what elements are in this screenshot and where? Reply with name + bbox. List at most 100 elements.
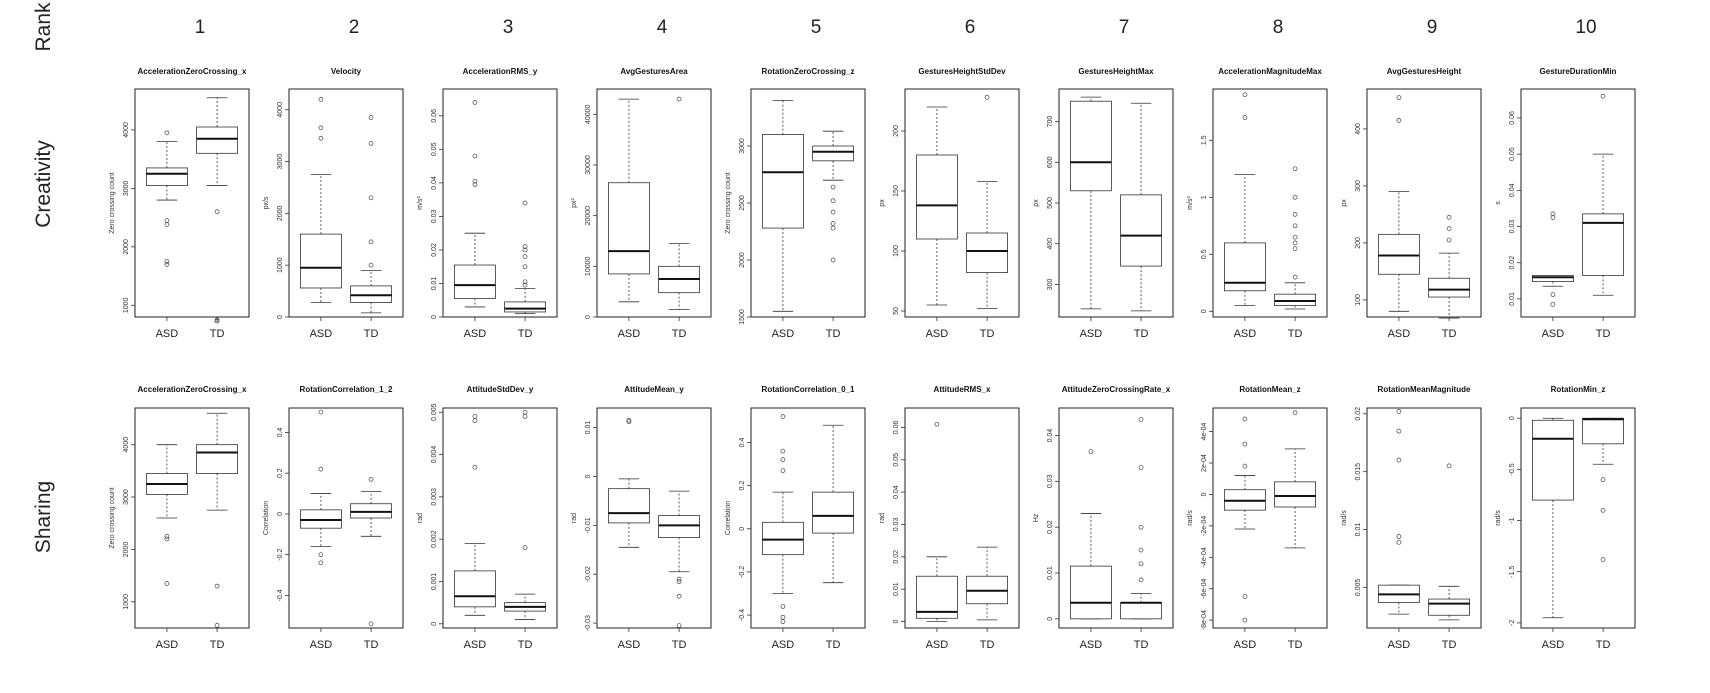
- outlier-point: [1600, 557, 1606, 562]
- outlier-point: [214, 623, 220, 628]
- outlier-point: [1292, 212, 1298, 217]
- box-asd: ASD: [1070, 96, 1112, 340]
- outlier-point: [522, 247, 528, 253]
- y-tick-label: -0.4: [277, 589, 284, 601]
- box-asd: ASD: [762, 100, 804, 340]
- panel-creativity-1: AccelerationZeroCrossing_x 1000 2000 3000 40…: [109, 67, 250, 340]
- y-tick-label: 0.05: [893, 453, 900, 467]
- x-category-label: TD: [210, 639, 225, 651]
- outlier-point: [472, 153, 478, 159]
- plot-frame: [1212, 407, 1328, 629]
- box-asd: ASD: [916, 106, 958, 340]
- panel-creativity-8: AccelerationMagnitudeMax 0 0.5 1 1.5 m/s² ASD T…: [1187, 67, 1328, 340]
- y-tick-label: -0.5: [1509, 463, 1516, 475]
- outlier-point: [318, 466, 324, 472]
- y-tick-label: 0: [431, 315, 438, 319]
- iqr-box: [1582, 213, 1625, 276]
- outlier-point: [318, 125, 324, 131]
- y-axis-label: Correlation: [263, 501, 270, 535]
- outlier-point: [164, 130, 170, 136]
- panel-creativity-6: GesturesHeightStdDev 50 100 150 200 px ASD TD: [879, 67, 1020, 340]
- y-tick-label: 10000: [585, 256, 592, 276]
- outlier-point: [318, 135, 324, 141]
- rank-header: Rank: [32, 2, 55, 52]
- y-tick-label: 0.02: [1355, 407, 1362, 421]
- y-tick-label: 0: [1047, 617, 1054, 621]
- rank-number-5: 5: [811, 17, 822, 38]
- iqr-box: [608, 182, 650, 275]
- x-category-label: ASD: [464, 328, 487, 340]
- y-tick-label: 3000: [739, 138, 746, 154]
- plot-frame: [442, 407, 558, 629]
- y-axis-label: rad/s: [1495, 510, 1502, 526]
- iqr-box: [350, 503, 392, 519]
- panel-creativity-7: GesturesHeightMax 300 400 500 600 700 px ASD TD: [1033, 67, 1174, 340]
- outlier-point: [830, 225, 836, 231]
- panel-title: AvgGesturesHeight: [1387, 67, 1462, 76]
- y-tick-label: 0.02: [893, 550, 900, 564]
- outlier-point: [522, 414, 528, 419]
- panel-title: AvgGesturesArea: [620, 67, 688, 76]
- panel-title: GesturesHeightStdDev: [918, 67, 1006, 76]
- y-tick-label: -2e-04: [1201, 516, 1208, 536]
- iqr-box: [1428, 277, 1471, 298]
- iqr-box: [1532, 274, 1574, 282]
- x-category-label: TD: [1288, 328, 1303, 340]
- x-category-label: ASD: [926, 328, 949, 340]
- y-tick-label: 30000: [585, 155, 592, 175]
- outlier-point: [1396, 539, 1402, 545]
- y-tick-label: 2e-04: [1201, 454, 1208, 472]
- box-td: TD: [196, 97, 238, 340]
- y-tick-label: 200: [1355, 237, 1362, 249]
- panel-title: Velocity: [331, 67, 362, 76]
- y-tick-label: 600: [1047, 156, 1054, 168]
- y-tick-label: -0.4: [739, 609, 746, 621]
- y-tick-label: 400: [1355, 123, 1362, 135]
- plot-frame: [1058, 407, 1174, 629]
- outlier-point: [676, 593, 682, 599]
- outlier-point: [780, 414, 786, 419]
- outlier-point: [934, 421, 940, 427]
- y-tick-label: 0.02: [1509, 256, 1516, 270]
- box-asd: ASD: [608, 98, 650, 340]
- x-category-label: TD: [518, 639, 533, 651]
- box-td: TD: [350, 115, 392, 340]
- outlier-point: [368, 621, 374, 627]
- x-category-label: ASD: [926, 639, 949, 651]
- plot-frame: [1520, 407, 1636, 629]
- box-td: TD: [812, 130, 854, 340]
- outlier-point: [522, 244, 528, 249]
- panel-sharing-10: RotationMin_z -2 -1.5 -1 -0.5 0 rad/s ASD TD: [1495, 385, 1636, 651]
- panel-creativity-4: AvgGesturesArea 0 10000 20000 30000 40000 px² A…: [571, 67, 712, 340]
- y-tick-label: 0.01: [431, 277, 438, 291]
- box-td: TD: [1274, 166, 1317, 340]
- outlier-point: [164, 536, 170, 542]
- box-td: TD: [504, 409, 546, 651]
- outlier-point: [472, 182, 478, 187]
- iqr-box: [453, 264, 496, 299]
- y-tick-label: 20000: [585, 206, 592, 226]
- x-category-label: ASD: [310, 328, 333, 340]
- y-tick-label: -1: [1509, 517, 1516, 523]
- iqr-box: [916, 154, 958, 240]
- outlier-point: [1292, 234, 1298, 240]
- y-tick-label: 0.02: [1047, 520, 1054, 534]
- y-tick-label: 0: [1201, 309, 1208, 313]
- y-tick-label: 700: [1047, 116, 1054, 128]
- plot-frame: [1212, 88, 1328, 318]
- y-tick-label: -0.01: [585, 517, 592, 533]
- y-axis-label: m/s²: [417, 196, 424, 210]
- y-tick-label: -0.2: [739, 566, 746, 578]
- outlier-point: [1242, 92, 1248, 98]
- outlier-point: [522, 200, 528, 206]
- panel-title: RotationMean_z: [1239, 385, 1300, 394]
- y-tick-label: 100: [893, 245, 900, 257]
- outlier-point: [472, 414, 478, 419]
- outlier-point: [522, 409, 528, 415]
- panel-title: AccelerationMagnitudeMax: [1218, 67, 1322, 76]
- outlier-point: [830, 257, 836, 263]
- y-tick-label: 0: [277, 512, 284, 516]
- outlier-point: [1292, 194, 1298, 200]
- outlier-point: [1242, 416, 1248, 422]
- outlier-point: [1396, 409, 1402, 414]
